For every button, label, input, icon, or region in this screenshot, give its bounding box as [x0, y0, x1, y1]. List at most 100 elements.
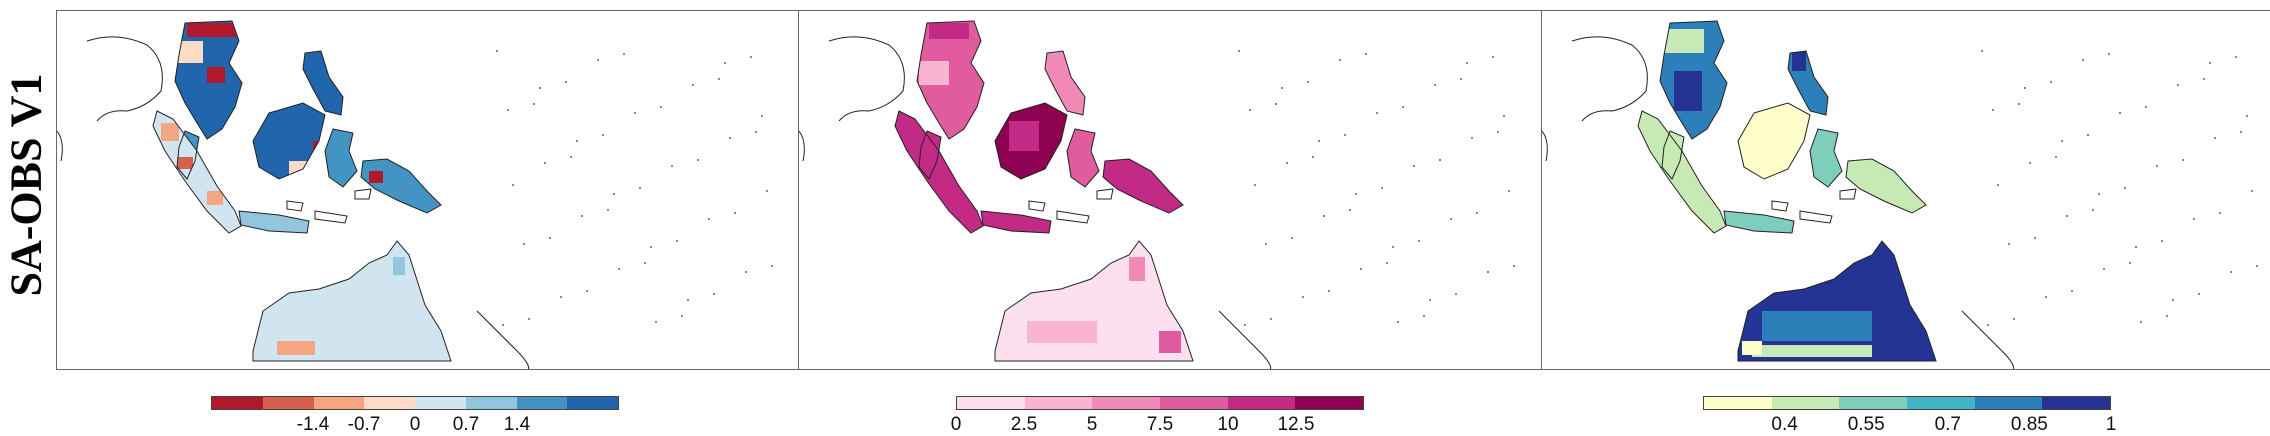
colorbar-2-swatches [956, 396, 1364, 410]
pacific-islet-8 [1254, 184, 1256, 186]
pacific-islet-26 [1360, 268, 1362, 270]
grid-cell-5 [1159, 331, 1181, 353]
colorbar-2-tick-label: 10 [1217, 414, 1239, 435]
grid-cell-1 [1674, 71, 1702, 111]
pacific-islet-6 [1460, 78, 1462, 80]
pacific-islet-27 [1397, 321, 1399, 323]
pacific-islet-29 [1471, 137, 1473, 139]
pacific-islet-42 [1392, 246, 1394, 248]
region-fill-borneo [1738, 103, 1810, 179]
colorbar-1-swatch-6 [516, 397, 568, 409]
pacific-islet-37 [745, 271, 747, 273]
pacific-islet-45 [2246, 115, 2248, 117]
map-panel-2 [798, 10, 1558, 370]
pacific-islet-11 [1365, 53, 1367, 55]
pacific-islet-8 [512, 184, 514, 186]
pacific-islet-12 [660, 106, 662, 108]
pacific-islet-35 [671, 165, 673, 167]
pacific-islet-40 [2061, 140, 2063, 142]
pacific-islet-30 [1508, 190, 1510, 192]
grid-cell-2 [1762, 311, 1872, 341]
colorbar-3-swatch-3 [1907, 397, 1975, 409]
island-outline-1 [354, 188, 372, 200]
region-fill-sumatra [1638, 111, 1726, 233]
pacific-islet-23 [507, 109, 509, 111]
pacific-islet-4 [2129, 262, 2131, 264]
grid-cell-4 [177, 157, 193, 169]
colorbar-2-tick-label: 12.5 [1277, 414, 1315, 435]
pacific-islet-33 [2082, 59, 2084, 61]
colorbar-2-labels: 0 2.5 5 7.5 10 12.5 [951, 410, 1364, 435]
pacific-islet-17 [1307, 81, 1309, 83]
pacific-islet-13 [2182, 159, 2184, 161]
pacific-islet-9 [1291, 237, 1293, 239]
pacific-islet-29 [729, 137, 731, 139]
pacific-islet-36 [2193, 218, 2195, 220]
coastline-java [980, 210, 1052, 234]
region-fill-philippines [1045, 51, 1085, 115]
pacific-islet-0 [1981, 50, 1983, 52]
pacific-islet-4 [1386, 262, 1388, 264]
pacific-islet-5 [681, 315, 683, 317]
colorbar-3-tick-label: 0.85 [2010, 414, 2048, 435]
map-panel-1 [56, 10, 816, 370]
pacific-islet-20 [676, 240, 678, 242]
island-outline-2 [1028, 200, 1046, 212]
pacific-islet-19 [1381, 187, 1383, 189]
coastline-borneo [1737, 102, 1811, 180]
region-fill-sulawesi [325, 129, 357, 187]
pacific-islet-2 [1312, 156, 1314, 158]
coastline-sumatra [894, 110, 984, 234]
pacific-islet-24 [544, 162, 546, 164]
colorbar-1-swatch-0 [212, 397, 263, 409]
pacific-islet-16 [2013, 318, 2015, 320]
region-fill-java [239, 211, 309, 233]
colorbar-3-tick-label: 0.55 [1847, 414, 1885, 435]
pacific-islet-41 [613, 193, 615, 195]
pacific-islet-36 [1450, 218, 1452, 220]
pacific-islet-40 [1318, 140, 1320, 142]
pacific-islet-44 [724, 62, 726, 64]
coastline-australia [1737, 240, 1937, 362]
coastline-new-guinea [1102, 158, 1184, 214]
pacific-islet-3 [2092, 209, 2094, 211]
island-outline-0 [314, 210, 348, 224]
pacific-islet-14 [734, 212, 736, 214]
colorbar-1-tick-label: 0.7 [452, 414, 480, 435]
pacific-islet-11 [2108, 53, 2110, 55]
pacific-islet-9 [549, 237, 551, 239]
colorbar-1: -1.4 -0.7 0 0.7 1.4 [211, 396, 619, 435]
pacific-islet-10 [2071, 290, 2073, 292]
pacific-islet-40 [576, 140, 578, 142]
coastline-java [238, 210, 310, 234]
pacific-islet-14 [2219, 212, 2221, 214]
grid-cell-4 [1792, 51, 1806, 71]
pacific-islet-2 [570, 156, 572, 158]
pacific-islet-26 [2103, 268, 2105, 270]
colorbar-2-swatch-4 [1227, 397, 1296, 409]
pacific-islet-20 [2161, 240, 2163, 242]
pacific-islet-32 [1302, 296, 1304, 298]
pacific-islet-34 [2119, 112, 2121, 114]
colorbar-3-tick-label: 0.4 [1771, 414, 1798, 435]
pacific-islet-35 [2156, 165, 2158, 167]
pacific-islet-16 [528, 318, 530, 320]
pacific-islet-43 [1429, 299, 1431, 301]
region-fill-indochina [917, 21, 984, 139]
pacific-islet-17 [565, 81, 567, 83]
pacific-islet-39 [1281, 87, 1283, 89]
pacific-islet-21 [713, 293, 715, 295]
pacific-islet-36 [708, 218, 710, 220]
pacific-islet-0 [496, 50, 498, 52]
colorbar-2-tick-label: 2.5 [1010, 414, 1038, 435]
colorbar-1-swatch-7 [567, 397, 618, 409]
pacific-islet-45 [761, 115, 763, 117]
pacific-islet-22 [1492, 56, 1494, 58]
pacific-islet-28 [2177, 84, 2179, 86]
pacific-islet-33 [1339, 59, 1341, 61]
pacific-islet-27 [2140, 321, 2142, 323]
colorbar-3-labels: 0.4 0.55 0.7 0.85 1 [1703, 410, 2116, 435]
region-fill-java [981, 211, 1051, 233]
pacific-islet-2 [2055, 156, 2057, 158]
pacific-islet-5 [2166, 315, 2168, 317]
